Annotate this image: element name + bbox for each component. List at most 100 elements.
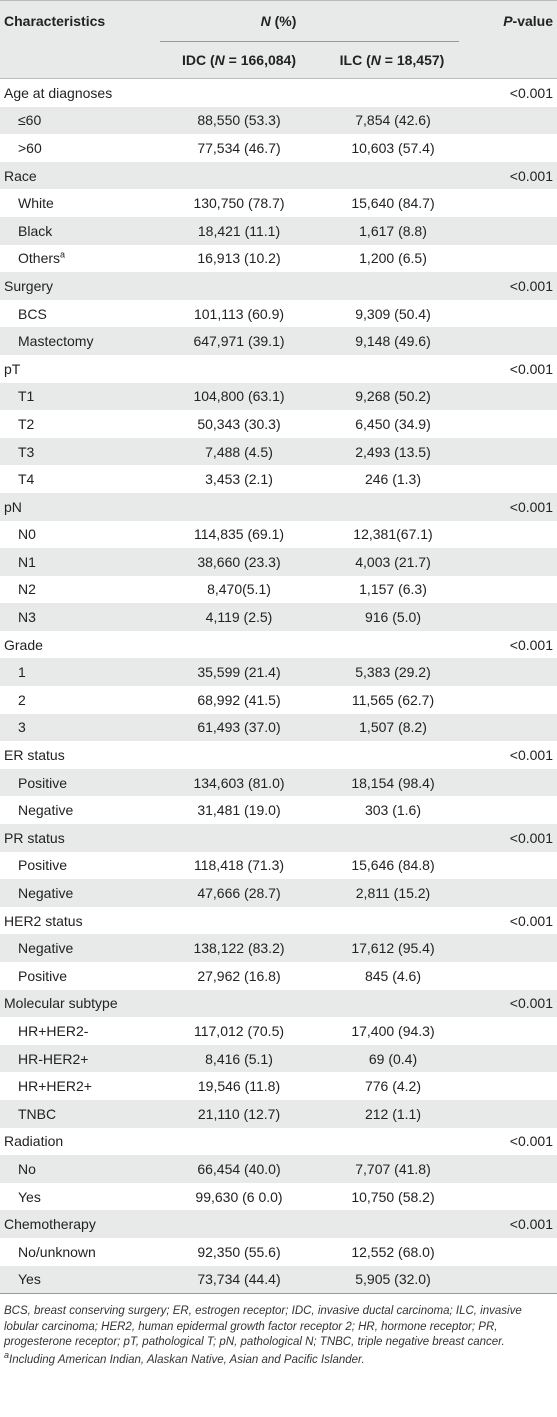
ilc-value: 5,905 (32.0)	[355, 1271, 431, 1288]
idc-value: 4,119 (2.5)	[205, 609, 273, 626]
header-n-percent: N (%)	[260, 13, 297, 29]
table-row: pT <0.001	[0, 355, 557, 383]
table-row: N2 8,470(5.1) 1,157 (6.3)	[0, 576, 557, 604]
ilc-value: 1,200 (6.5)	[359, 250, 427, 267]
row-label: Positive	[18, 857, 68, 874]
ilc-value: 5,383 (29.2)	[355, 664, 431, 681]
idc-value: 73,734 (44.4)	[197, 1271, 281, 1288]
row-label: ≤60	[18, 112, 42, 129]
row-label: No	[18, 1160, 36, 1177]
ilc-value: 12,552 (68.0)	[351, 1243, 435, 1260]
ilc-value: 916 (5.0)	[364, 609, 422, 626]
row-label: Negative	[18, 940, 74, 957]
ilc-value: 9,268 (50.2)	[355, 388, 431, 405]
table-row: >60 77,534 (46.7) 10,603 (57.4)	[0, 134, 557, 162]
table-row: Molecular subtype <0.001	[0, 989, 557, 1018]
table-row: Grade <0.001	[0, 631, 557, 659]
p-value: <0.001	[509, 829, 553, 846]
table-row: Yes 73,734 (44.4) 5,905 (32.0)	[0, 1265, 557, 1294]
table-row: HR-HER2+ 8,416 (5.1) 69 (0.4)	[0, 1044, 557, 1073]
footnote-note: aIncluding American Indian, Alaskan Nati…	[4, 1349, 365, 1366]
row-label: PR status	[4, 829, 65, 846]
header-bottom-rule	[0, 78, 557, 79]
table-row: T3 7,488 (4.5) 2,493 (13.5)	[0, 437, 557, 466]
ilc-value: 6,450 (34.9)	[355, 415, 431, 432]
table-row: T4 3,453 (2.1) 246 (1.3)	[0, 465, 557, 493]
table-row: Positive 134,603 (81.0) 18,154 (98.4)	[0, 768, 557, 797]
row-label: Grade	[4, 636, 43, 653]
table-row: Radiation <0.001	[0, 1128, 557, 1156]
row-label: N0	[18, 526, 36, 543]
idc-value: 8,416 (5.1)	[205, 1050, 273, 1067]
idc-value: 7,488 (4.5)	[205, 443, 273, 460]
ilc-value: 246 (1.3)	[364, 471, 422, 488]
table-row: Negative 47,666 (28.7) 2,811 (15.2)	[0, 879, 557, 907]
ilc-value: 845 (4.6)	[364, 967, 422, 984]
table-row: White 130,750 (78.7) 15,640 (84.7)	[0, 189, 557, 217]
row-label: T2	[18, 415, 35, 432]
ilc-value: 212 (1.1)	[364, 1105, 422, 1122]
ilc-value: 4,003 (21.7)	[355, 553, 431, 570]
row-label: N3	[18, 609, 36, 626]
table-row: TNBC 21,110 (12.7) 212 (1.1)	[0, 1099, 557, 1128]
p-value: <0.001	[509, 912, 553, 929]
ilc-value: 776 (4.2)	[364, 1078, 422, 1095]
table-row: 2 68,992 (41.5) 11,565 (62.7)	[0, 686, 557, 714]
ilc-value: 12,381(67.1)	[353, 526, 433, 543]
p-value: <0.001	[509, 84, 553, 101]
idc-value: 114,835 (69.1)	[193, 526, 285, 543]
ilc-value: 15,640 (84.7)	[351, 195, 435, 212]
ilc-value: 2,493 (13.5)	[355, 443, 431, 460]
table-row: Race <0.001	[0, 161, 557, 190]
ilc-value: 10,603 (57.4)	[351, 139, 435, 156]
ilc-value: 18,154 (98.4)	[351, 774, 435, 791]
ilc-value: 9,148 (49.6)	[355, 333, 431, 350]
idc-value: 61,493 (37.0)	[197, 719, 281, 736]
table-footnote: BCS, breast conserving surgery; ER, estr…	[0, 1293, 557, 1368]
row-label: Chemotherapy	[4, 1216, 96, 1233]
row-label: Positive	[18, 967, 68, 984]
idc-value: 68,992 (41.5)	[197, 691, 281, 708]
row-label: pT	[4, 360, 21, 377]
ilc-value: 2,811 (15.2)	[355, 885, 431, 902]
row-label: Black	[18, 222, 53, 239]
idc-value: 647,971 (39.1)	[193, 333, 285, 350]
idc-value: 88,550 (53.3)	[197, 112, 281, 129]
idc-value: 104,800 (63.1)	[193, 388, 285, 405]
row-label: T3	[18, 443, 35, 460]
ilc-value: 1,507 (8.2)	[359, 719, 427, 736]
row-label: HR+HER2-	[18, 1022, 89, 1039]
header-p-value: P-value	[503, 13, 553, 29]
ilc-value: 303 (1.6)	[364, 802, 422, 819]
table-row: T2 50,343 (30.3) 6,450 (34.9)	[0, 410, 557, 438]
footnote-abbreviations: BCS, breast conserving surgery; ER, estr…	[4, 1305, 522, 1349]
table-row: 3 61,493 (37.0) 1,507 (8.2)	[0, 713, 557, 742]
idc-value: 27,962 (16.8)	[197, 967, 281, 984]
table-header: Characteristics N (%) P-value IDC (N = 1…	[0, 0, 557, 78]
row-label: Yes	[18, 1271, 41, 1288]
row-label: TNBC	[18, 1105, 57, 1122]
p-value: <0.001	[509, 167, 553, 184]
p-value: <0.001	[509, 277, 553, 294]
p-value: <0.001	[509, 1216, 553, 1233]
idc-value: 92,350 (55.6)	[197, 1243, 281, 1260]
row-label: pN	[4, 498, 22, 515]
header-row-1: Characteristics N (%) P-value	[0, 0, 557, 43]
idc-value: 47,666 (28.7)	[197, 885, 281, 902]
table-row: N3 4,119 (2.5) 916 (5.0)	[0, 603, 557, 631]
idc-value: 18,421 (11.1)	[197, 222, 281, 239]
idc-value: 101,113 (60.9)	[193, 305, 285, 322]
row-label: Surgery	[4, 277, 54, 294]
idc-value: 77,534 (46.7)	[197, 139, 281, 156]
p-value: <0.001	[509, 636, 553, 653]
idc-value: 138,122 (83.2)	[193, 940, 285, 957]
row-label: Othersa	[18, 249, 66, 267]
characteristics-table: Characteristics N (%) P-value IDC (N = 1…	[0, 0, 557, 1368]
row-label: Age at diagnoses	[4, 84, 113, 101]
idc-value: 118,418 (71.3)	[193, 857, 285, 874]
row-label: N2	[18, 581, 36, 598]
idc-value: 38,660 (23.3)	[197, 553, 281, 570]
table-row: Positive 27,962 (16.8) 845 (4.6)	[0, 962, 557, 990]
idc-value: 8,470(5.1)	[207, 581, 271, 598]
table-row: Positive 118,418 (71.3) 15,646 (84.8)	[0, 852, 557, 880]
